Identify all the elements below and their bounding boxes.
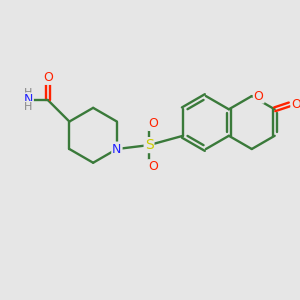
Text: O: O — [148, 117, 158, 130]
Text: O: O — [43, 71, 53, 84]
Text: O: O — [254, 90, 264, 103]
Text: N: N — [112, 142, 122, 155]
Text: N: N — [23, 94, 33, 106]
Text: H: H — [24, 102, 32, 112]
Text: O: O — [148, 160, 158, 173]
Text: O: O — [291, 98, 300, 111]
Text: H: H — [24, 88, 32, 98]
Text: S: S — [145, 138, 153, 152]
